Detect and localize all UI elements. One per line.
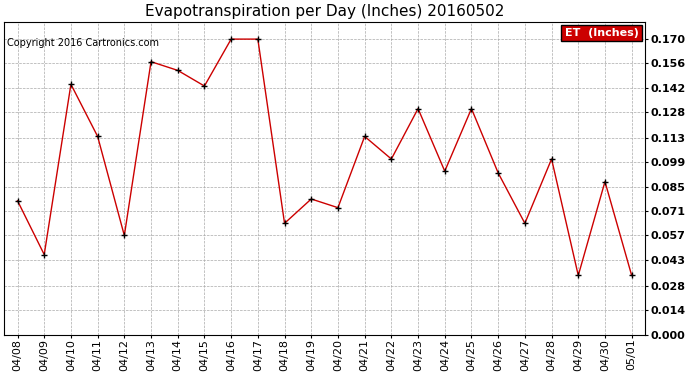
Title: Evapotranspiration per Day (Inches) 20160502: Evapotranspiration per Day (Inches) 2016…	[145, 4, 504, 19]
Text: Copyright 2016 Cartronics.com: Copyright 2016 Cartronics.com	[7, 38, 159, 48]
Text: ET  (Inches): ET (Inches)	[564, 28, 639, 38]
